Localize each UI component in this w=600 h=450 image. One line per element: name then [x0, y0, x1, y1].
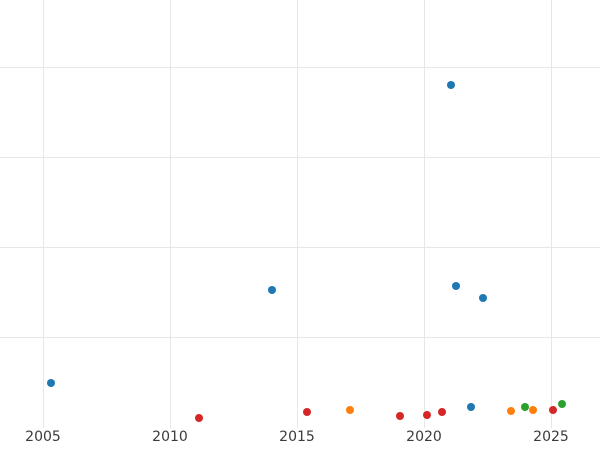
scatter-point-orange: [507, 407, 515, 415]
vertical-gridline: [550, 0, 552, 428]
x-axis-tick-label: 2020: [406, 429, 442, 445]
horizontal-gridline: [0, 337, 600, 338]
scatter-point-red: [549, 406, 557, 414]
scatter-point-green: [521, 403, 529, 411]
scatter-point-red: [195, 414, 203, 422]
vertical-gridline: [42, 0, 44, 428]
scatter-point-blue: [47, 379, 55, 387]
scatter-point-green: [558, 400, 566, 408]
x-axis-tick-label: 2025: [533, 429, 569, 445]
scatter-point-blue: [467, 403, 475, 411]
horizontal-gridline: [0, 247, 600, 248]
x-axis-tick-label: 2015: [279, 429, 315, 445]
scatter-point-blue: [479, 294, 487, 302]
x-axis-tick-label: 2005: [25, 429, 61, 445]
horizontal-gridline: [0, 157, 600, 158]
vertical-gridline: [423, 0, 425, 428]
scatter-point-red: [423, 411, 431, 419]
vertical-gridline: [296, 0, 298, 428]
scatter-point-red: [396, 412, 404, 420]
scatter-point-red: [303, 408, 311, 416]
scatter-point-red: [438, 408, 446, 416]
scatter-point-orange: [346, 406, 354, 414]
scatter-point-orange: [529, 406, 537, 414]
vertical-gridline: [169, 0, 171, 428]
scatter-point-blue: [447, 81, 455, 89]
scatter-point-blue: [452, 282, 460, 290]
x-axis-tick-label: 2010: [152, 429, 188, 445]
horizontal-gridline: [0, 67, 600, 68]
scatter-point-blue: [268, 286, 276, 294]
